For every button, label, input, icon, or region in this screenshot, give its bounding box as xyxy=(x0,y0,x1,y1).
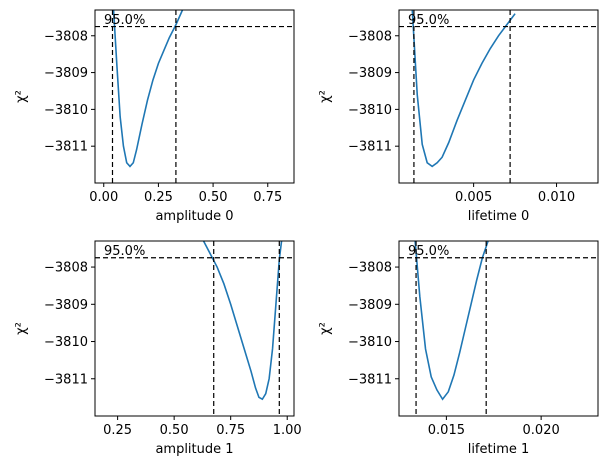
confidence-label: 95.0% xyxy=(408,13,449,28)
subplot-3: 95.0% 0.25 0.50 0.75 1.00 −3811 −3810 −3809 −380… xyxy=(14,240,302,457)
plot-area xyxy=(95,241,294,416)
chi2-curve xyxy=(411,10,516,168)
subplot-2: 95.0% 0.005 0.010 −3811 −3810 −3809 −3808 lifet… xyxy=(318,9,599,224)
y-tick-label: −3808 xyxy=(348,29,392,44)
chi2-curve xyxy=(202,241,283,401)
x-tick-label: 0.75 xyxy=(253,190,282,205)
x-tick-label: 0.015 xyxy=(428,423,465,438)
y-tick-label: −3808 xyxy=(44,29,88,44)
y-tick-label: −3810 xyxy=(348,103,392,118)
y-axis-label: χ² xyxy=(318,90,333,103)
subplot-1: 95.0% 0.00 0.25 0.50 0.75 −3811 −3810 −3809 −380… xyxy=(14,9,295,224)
x-tick-label: 0.020 xyxy=(523,423,560,438)
x-tick-label: 0.005 xyxy=(455,190,492,205)
axes-frame xyxy=(94,9,295,184)
x-tick-label: 0.75 xyxy=(216,423,245,438)
y-axis-label: χ² xyxy=(318,322,333,335)
confidence-label: 95.0% xyxy=(408,244,449,259)
y-tick-label: −3810 xyxy=(348,335,392,350)
confidence-label: 95.0% xyxy=(104,13,145,28)
x-axis-label: lifetime 1 xyxy=(468,442,530,457)
y-tick-label: −3811 xyxy=(348,372,392,387)
y-tick-label: −3809 xyxy=(348,298,392,313)
y-tick-label: −3810 xyxy=(44,103,88,118)
y-tick-label: −3810 xyxy=(44,335,88,350)
y-axis-label: χ² xyxy=(14,322,29,335)
x-axis-label: lifetime 0 xyxy=(468,209,530,224)
plot-area xyxy=(399,241,598,416)
y-tick-label: −3809 xyxy=(348,66,392,81)
y-tick-label: −3811 xyxy=(44,140,88,155)
axes-frame xyxy=(398,9,599,184)
subplot-4: 95.0% 0.015 0.020 −3811 −3810 −3809 −3808 lifet… xyxy=(318,240,599,457)
x-tick-label: 0.010 xyxy=(538,190,575,205)
y-tick-label: −3808 xyxy=(44,261,88,276)
confidence-label: 95.0% xyxy=(104,244,145,259)
x-tick-label: 1.00 xyxy=(273,423,302,438)
x-axis-label: amplitude 1 xyxy=(155,442,233,457)
x-tick-label: 0.25 xyxy=(103,423,132,438)
x-tick-label: 0.25 xyxy=(144,190,173,205)
y-tick-label: −3808 xyxy=(348,261,392,276)
plot-area xyxy=(399,10,598,183)
axes-frame xyxy=(398,240,599,417)
x-axis-label: amplitude 0 xyxy=(155,209,233,224)
y-tick-label: −3809 xyxy=(44,298,88,313)
y-tick-label: −3811 xyxy=(348,140,392,155)
y-axis-label: χ² xyxy=(14,90,29,103)
plot-area xyxy=(95,10,294,183)
chi2-curve xyxy=(414,241,489,401)
axes-frame xyxy=(94,240,295,417)
y-tick-label: −3809 xyxy=(44,66,88,81)
x-tick-label: 0.50 xyxy=(199,190,228,205)
x-tick-label: 0.50 xyxy=(160,423,189,438)
chi2-curve xyxy=(112,10,184,168)
x-tick-label: 0.00 xyxy=(89,190,118,205)
y-tick-label: −3811 xyxy=(44,372,88,387)
